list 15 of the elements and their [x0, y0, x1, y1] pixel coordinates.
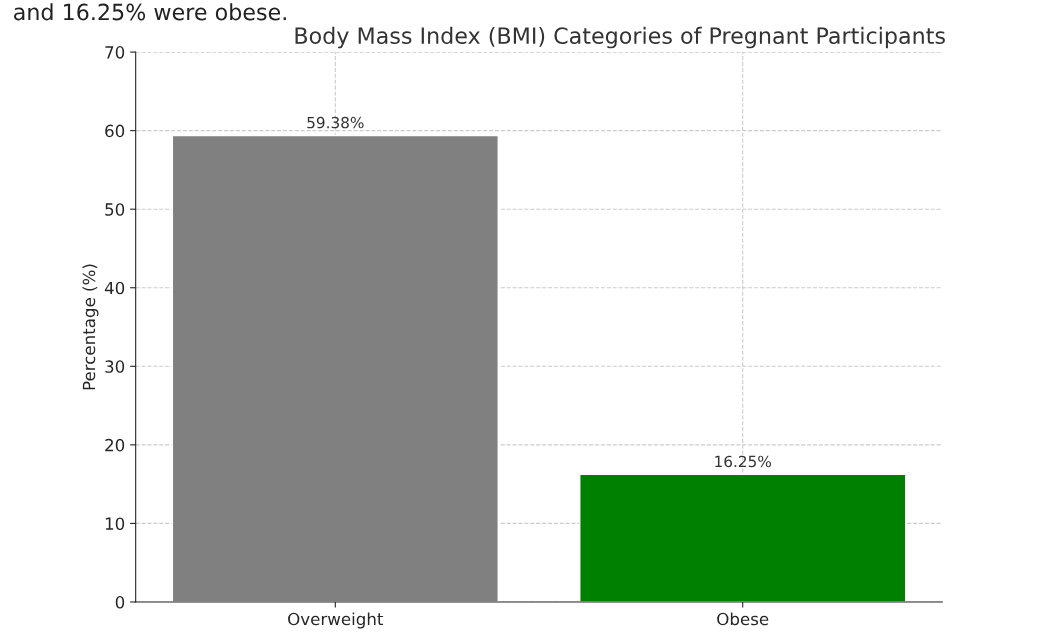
y-tick-label: 0 [115, 595, 125, 609]
data-label: 16.25% [715, 455, 771, 468]
y-tick-label: 10 [105, 517, 125, 530]
x-tick-label: Obese [717, 612, 769, 626]
y-tick-label: 50 [105, 203, 125, 216]
y-tick-label: 70 [105, 46, 125, 59]
x-tick-label: Overweight [288, 612, 384, 629]
text: and 16.25% were obese. [14, 3, 286, 21]
chart-title: Body Mass Index (BMI) Categories of Pregnant Participants [295, 26, 945, 49]
data-label: 59.38% [307, 116, 364, 129]
y-tick-label: 60 [105, 124, 125, 138]
y-axis-title: Percentage (%) [82, 264, 99, 390]
y-tick-label: 30 [105, 360, 125, 373]
y-tick-label: 40 [104, 281, 125, 295]
y-tick-label: 20 [105, 438, 125, 452]
